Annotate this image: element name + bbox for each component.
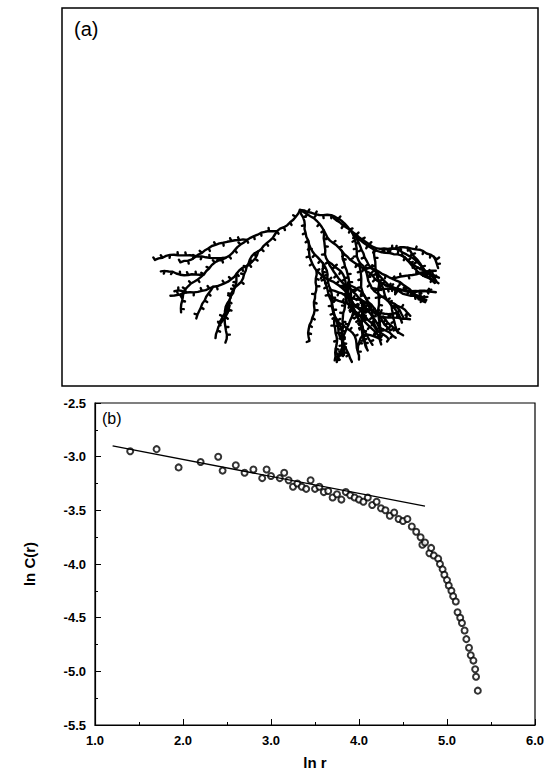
svg-text:ln C(r): ln C(r) bbox=[21, 542, 38, 586]
svg-text:-2.5: -2.5 bbox=[64, 396, 86, 411]
svg-text:2.0: 2.0 bbox=[174, 733, 192, 748]
svg-text:1.0: 1.0 bbox=[86, 733, 104, 748]
svg-text:(b): (b) bbox=[102, 410, 122, 427]
svg-text:-3.5: -3.5 bbox=[64, 503, 86, 518]
svg-text:-5.5: -5.5 bbox=[64, 718, 86, 733]
svg-text:6.0: 6.0 bbox=[526, 733, 544, 748]
svg-text:5.0: 5.0 bbox=[438, 733, 456, 748]
svg-text:3.0: 3.0 bbox=[262, 733, 280, 748]
svg-text:4.0: 4.0 bbox=[350, 733, 368, 748]
svg-text:-3.0: -3.0 bbox=[64, 449, 86, 464]
svg-text:(a): (a) bbox=[74, 18, 98, 40]
svg-text:-4.0: -4.0 bbox=[64, 557, 86, 572]
svg-text:-5.0: -5.0 bbox=[64, 664, 86, 679]
svg-text:-4.5: -4.5 bbox=[64, 610, 86, 625]
svg-text:ln r: ln r bbox=[303, 754, 326, 771]
